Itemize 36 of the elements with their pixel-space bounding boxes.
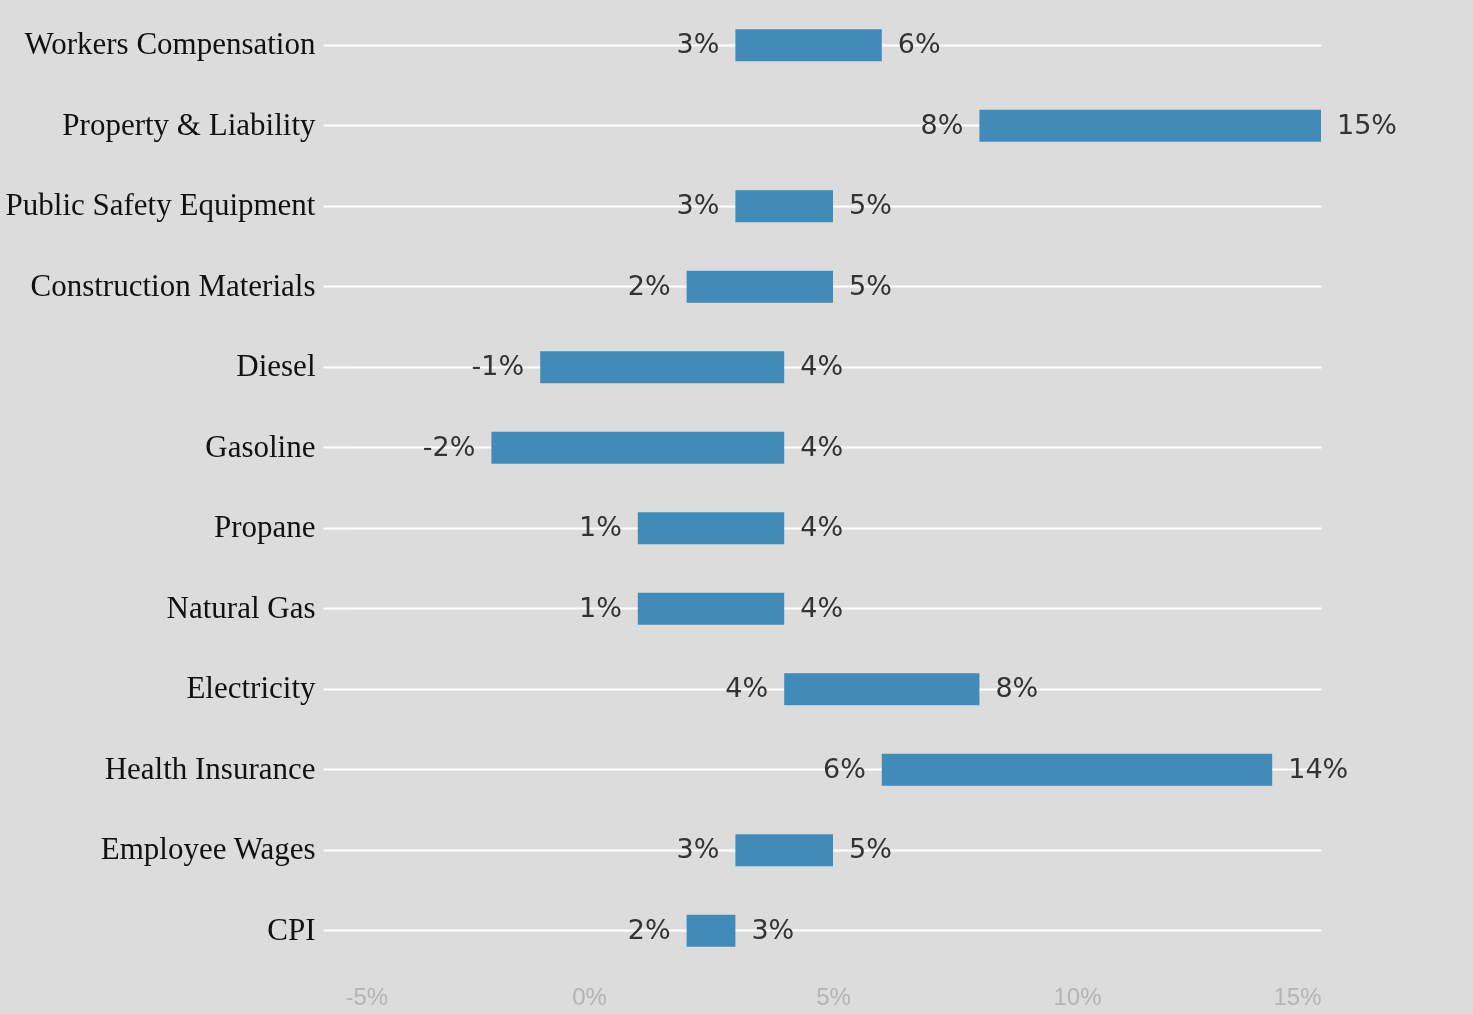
data-label: 4% [800,511,844,543]
data-label: 3% [751,913,795,945]
annotation: 1% [578,591,622,623]
y-tick-label: Natural Gas [166,589,316,625]
data-label: 4% [800,591,844,623]
y-tick-label: Propane [213,509,316,545]
y-tick-label: Gasoline [205,428,316,464]
y-tick-label: Workers Compensation [24,26,316,62]
annotation: 6% [822,752,866,784]
annotation: -2% [422,430,476,462]
annotation: 2% [627,269,671,301]
y-tick-label: Construction Materials [30,267,316,303]
data-label: 15% [1337,108,1398,140]
data-label: 5% [849,189,892,221]
y-tick-label: Public Safety Equipment [5,187,316,223]
data-label: 5% [849,833,892,865]
y-tick-label: Employee Wages [100,831,316,867]
data-label: 6% [897,28,941,60]
annotation: 8% [920,108,964,140]
y-tick-label: Electricity [186,670,316,706]
annotation: 3% [676,833,720,865]
y-tick-label: Health Insurance [104,750,316,786]
data-label: 4% [800,350,844,382]
data-label: 5% [849,269,892,301]
annotation: 1% [578,511,622,543]
y-tick-label: Diesel [236,348,316,384]
data-label: 8% [995,672,1039,704]
annotation: 3% [676,189,720,221]
annotation: -1% [471,350,525,382]
y-tick-label: CPI [267,911,316,947]
annotation: 2% [627,913,671,945]
y-tick-label: Property & Liability [62,106,316,142]
annotation: 3% [676,28,720,60]
annotation: 4% [725,672,769,704]
data-label: 14% [1288,752,1349,784]
data-label: 4% [800,430,844,462]
